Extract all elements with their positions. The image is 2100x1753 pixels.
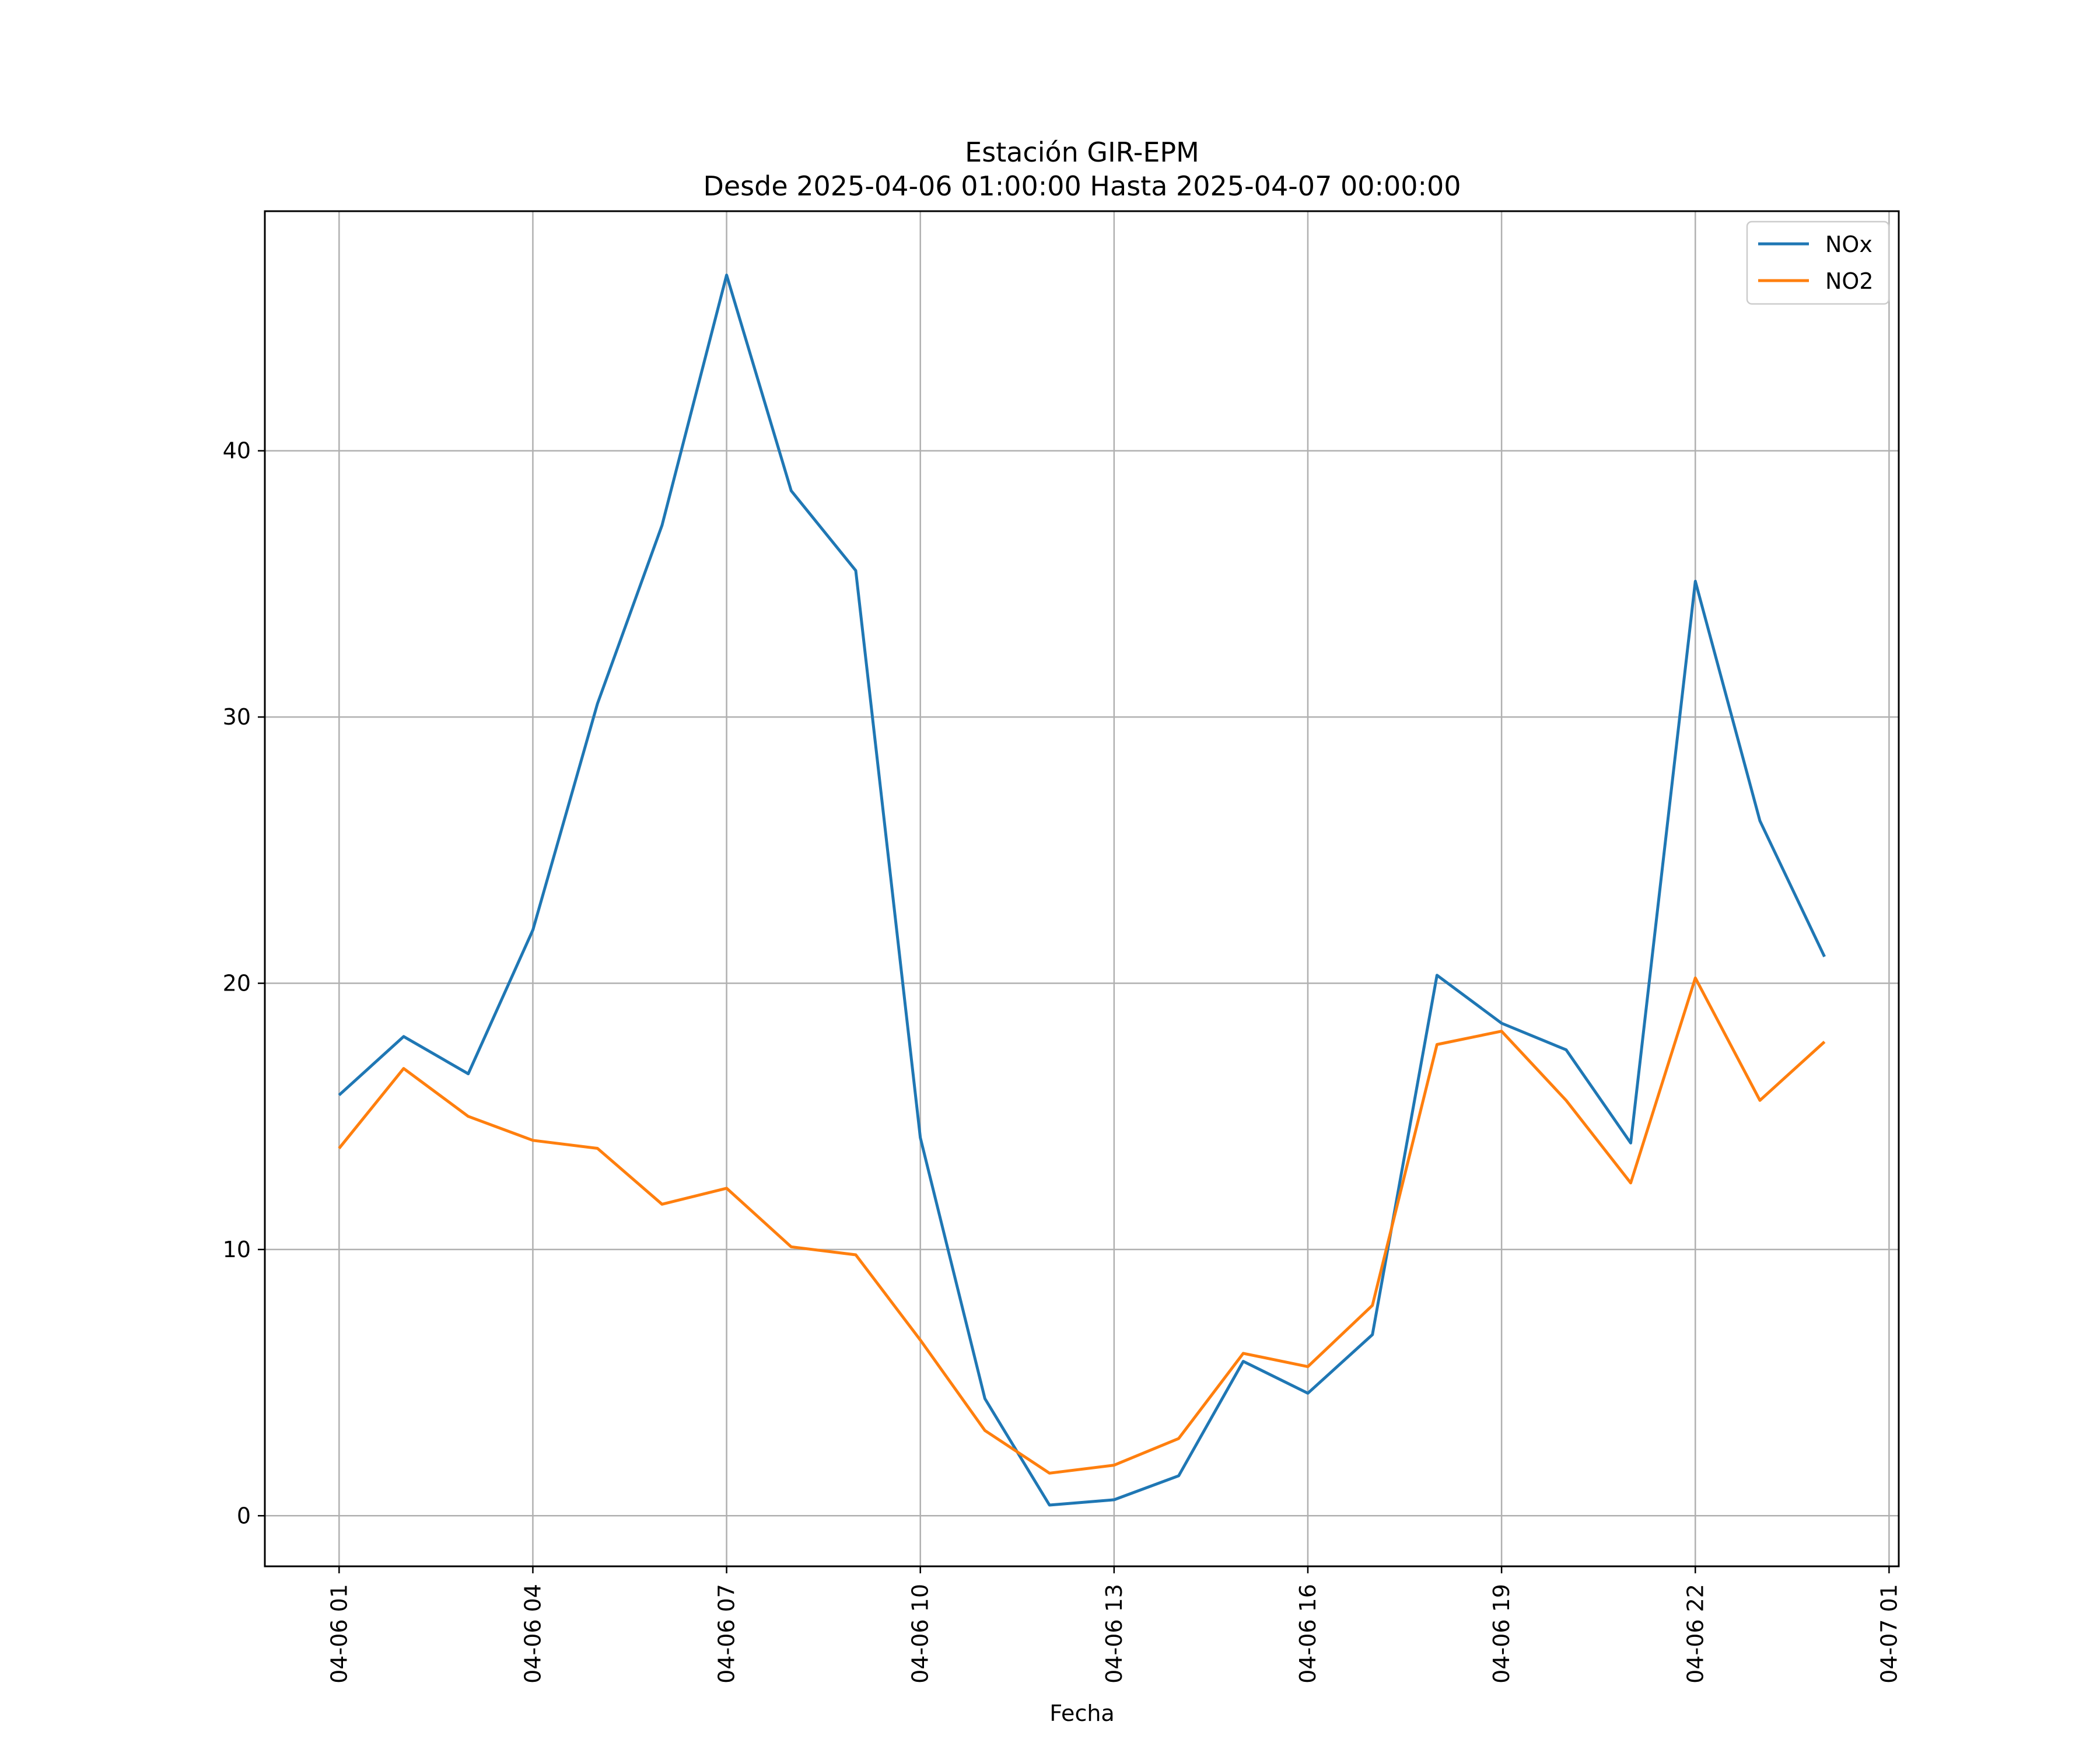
plot-area-frame: [264, 210, 1900, 1567]
series-lines: [338, 274, 1826, 1507]
x-tick-label: 04-06 10: [908, 1584, 933, 1684]
x-tick-label: 04-06 13: [1101, 1584, 1127, 1684]
y-tick-label: 20: [223, 971, 251, 996]
x-tick-label: 04-06 16: [1295, 1584, 1321, 1684]
x-axis: 04-06 01 04-06 04 04-06 07 04-06 10 04-06 13…: [326, 1566, 1902, 1684]
legend-box: [1746, 221, 1890, 305]
chart-title: Estación GIR-EPM: [965, 137, 1199, 168]
y-tick-label: 40: [223, 438, 251, 464]
legend-label-no2: NO2: [1825, 268, 1874, 294]
y-tick-label: 10: [223, 1237, 251, 1262]
y-tick-label: 30: [223, 704, 251, 730]
x-tick-label: 04-06 07: [714, 1584, 740, 1684]
x-axis-label: Fecha: [1049, 1700, 1114, 1726]
x-tick-label: 04-06 19: [1489, 1584, 1514, 1684]
y-tick-label: 0: [237, 1503, 251, 1528]
legend-label-nox: NOx: [1825, 232, 1873, 257]
series-line-no2: [338, 976, 1826, 1475]
grid: [265, 211, 1899, 1566]
x-tick-label: 04-07 01: [1876, 1584, 1902, 1684]
x-tick-label: 04-06 22: [1682, 1584, 1708, 1684]
series-line-nox: [338, 274, 1826, 1507]
y-axis: 0 10 20 30 40: [223, 438, 265, 1528]
chart-subtitle: Desde 2025-04-06 01:00:00 Hasta 2025-04-…: [703, 170, 1461, 202]
x-tick-label: 04-06 04: [520, 1584, 545, 1684]
legend: NOx NO2: [1746, 221, 1890, 305]
x-tick-label: 04-06 01: [326, 1584, 352, 1684]
